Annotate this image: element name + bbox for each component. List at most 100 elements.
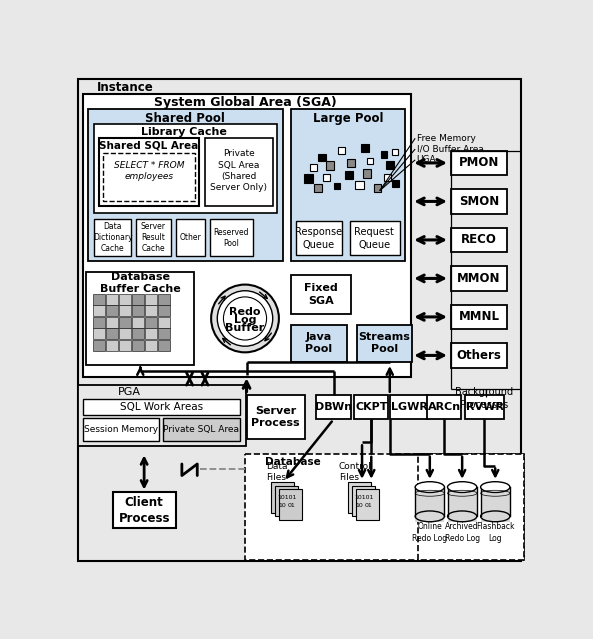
Bar bbox=[318, 154, 326, 162]
Bar bbox=[132, 305, 144, 316]
Bar bbox=[466, 395, 503, 419]
Bar bbox=[481, 487, 510, 521]
Ellipse shape bbox=[481, 511, 510, 521]
Text: Java
Pool: Java Pool bbox=[305, 332, 333, 354]
Bar bbox=[106, 305, 118, 316]
Bar bbox=[451, 343, 507, 367]
Bar bbox=[350, 222, 400, 256]
Text: LGWR: LGWR bbox=[391, 402, 428, 412]
Text: Database: Database bbox=[265, 458, 321, 468]
Bar bbox=[291, 325, 347, 362]
Bar bbox=[106, 317, 118, 328]
Text: Shared Pool: Shared Pool bbox=[145, 112, 225, 125]
Text: I/O Buffer Area: I/O Buffer Area bbox=[417, 144, 484, 153]
Bar bbox=[176, 219, 205, 256]
Bar bbox=[451, 189, 507, 213]
Text: Shared SQL Area: Shared SQL Area bbox=[99, 141, 199, 151]
Bar bbox=[106, 340, 118, 351]
Bar bbox=[279, 489, 302, 520]
Bar bbox=[158, 317, 170, 328]
Bar bbox=[94, 125, 278, 213]
Bar bbox=[451, 227, 507, 252]
Bar bbox=[98, 138, 199, 206]
Text: RECO: RECO bbox=[461, 233, 497, 247]
Bar bbox=[158, 340, 170, 351]
Text: MMON: MMON bbox=[457, 272, 501, 285]
Bar bbox=[304, 174, 313, 183]
Bar bbox=[392, 180, 399, 187]
Text: 10: 10 bbox=[278, 503, 286, 508]
Bar bbox=[390, 395, 428, 419]
Bar bbox=[132, 328, 144, 339]
Text: Background
Processes: Background Processes bbox=[455, 387, 513, 410]
Text: 10101: 10101 bbox=[277, 495, 296, 500]
Bar bbox=[374, 185, 381, 192]
Bar bbox=[83, 399, 240, 415]
Bar bbox=[316, 395, 351, 419]
Text: Session Memory: Session Memory bbox=[84, 425, 158, 434]
Bar bbox=[334, 183, 340, 189]
Text: Instance: Instance bbox=[97, 81, 154, 94]
Bar bbox=[347, 159, 355, 167]
Bar bbox=[88, 109, 283, 261]
Bar bbox=[361, 144, 369, 152]
Bar bbox=[119, 305, 131, 316]
Text: Large Pool: Large Pool bbox=[313, 112, 384, 125]
Text: Data
Files: Data Files bbox=[267, 461, 288, 482]
Ellipse shape bbox=[415, 511, 444, 521]
Bar bbox=[83, 418, 159, 441]
Bar bbox=[415, 487, 444, 521]
Text: Log: Log bbox=[234, 315, 256, 325]
Bar bbox=[291, 109, 405, 261]
Text: Redo: Redo bbox=[229, 307, 261, 316]
Bar bbox=[245, 454, 524, 560]
Bar bbox=[366, 158, 373, 164]
Bar bbox=[345, 171, 353, 179]
Text: UGA: UGA bbox=[417, 155, 436, 164]
Bar bbox=[247, 395, 305, 440]
Text: Private
SQL Area
(Shared
Server Only): Private SQL Area (Shared Server Only) bbox=[211, 150, 267, 192]
Text: Free Memory: Free Memory bbox=[417, 134, 476, 142]
Text: Buffer: Buffer bbox=[225, 323, 264, 334]
Text: Flashback
Log: Flashback Log bbox=[476, 523, 515, 543]
Bar bbox=[158, 328, 170, 339]
Bar bbox=[356, 325, 412, 362]
Bar bbox=[271, 482, 294, 512]
Ellipse shape bbox=[415, 482, 444, 493]
Bar bbox=[78, 385, 246, 446]
Bar bbox=[326, 162, 334, 170]
Bar bbox=[205, 138, 273, 206]
Text: Data
Dictionary
Cache: Data Dictionary Cache bbox=[93, 222, 132, 253]
Bar bbox=[106, 294, 118, 305]
Bar bbox=[136, 219, 171, 256]
Bar bbox=[296, 222, 342, 256]
Bar bbox=[448, 487, 477, 521]
Text: 10101: 10101 bbox=[354, 495, 373, 500]
Bar bbox=[93, 328, 105, 339]
Bar bbox=[145, 294, 157, 305]
Text: SELECT * FROM: SELECT * FROM bbox=[113, 162, 184, 171]
Bar bbox=[119, 340, 131, 351]
Bar bbox=[132, 294, 144, 305]
Bar bbox=[119, 328, 131, 339]
Bar bbox=[310, 164, 317, 171]
Bar bbox=[211, 219, 253, 256]
Text: Client
Process: Client Process bbox=[119, 496, 170, 525]
Ellipse shape bbox=[448, 482, 477, 493]
Bar bbox=[451, 266, 507, 291]
Text: RVWR: RVWR bbox=[466, 402, 503, 412]
Text: Library Cache: Library Cache bbox=[141, 127, 227, 137]
Bar bbox=[384, 174, 391, 181]
Circle shape bbox=[224, 297, 267, 340]
Bar bbox=[145, 317, 157, 328]
Text: SQL Work Areas: SQL Work Areas bbox=[120, 402, 203, 412]
Bar bbox=[132, 317, 144, 328]
Bar bbox=[103, 153, 195, 201]
Text: Fixed
SGA: Fixed SGA bbox=[304, 283, 338, 306]
Bar bbox=[418, 454, 524, 560]
Text: Archived
Redo Log: Archived Redo Log bbox=[445, 523, 480, 543]
Bar bbox=[83, 94, 412, 377]
Text: 01: 01 bbox=[364, 503, 372, 508]
Bar bbox=[87, 272, 194, 365]
Text: Server
Process: Server Process bbox=[251, 406, 300, 428]
